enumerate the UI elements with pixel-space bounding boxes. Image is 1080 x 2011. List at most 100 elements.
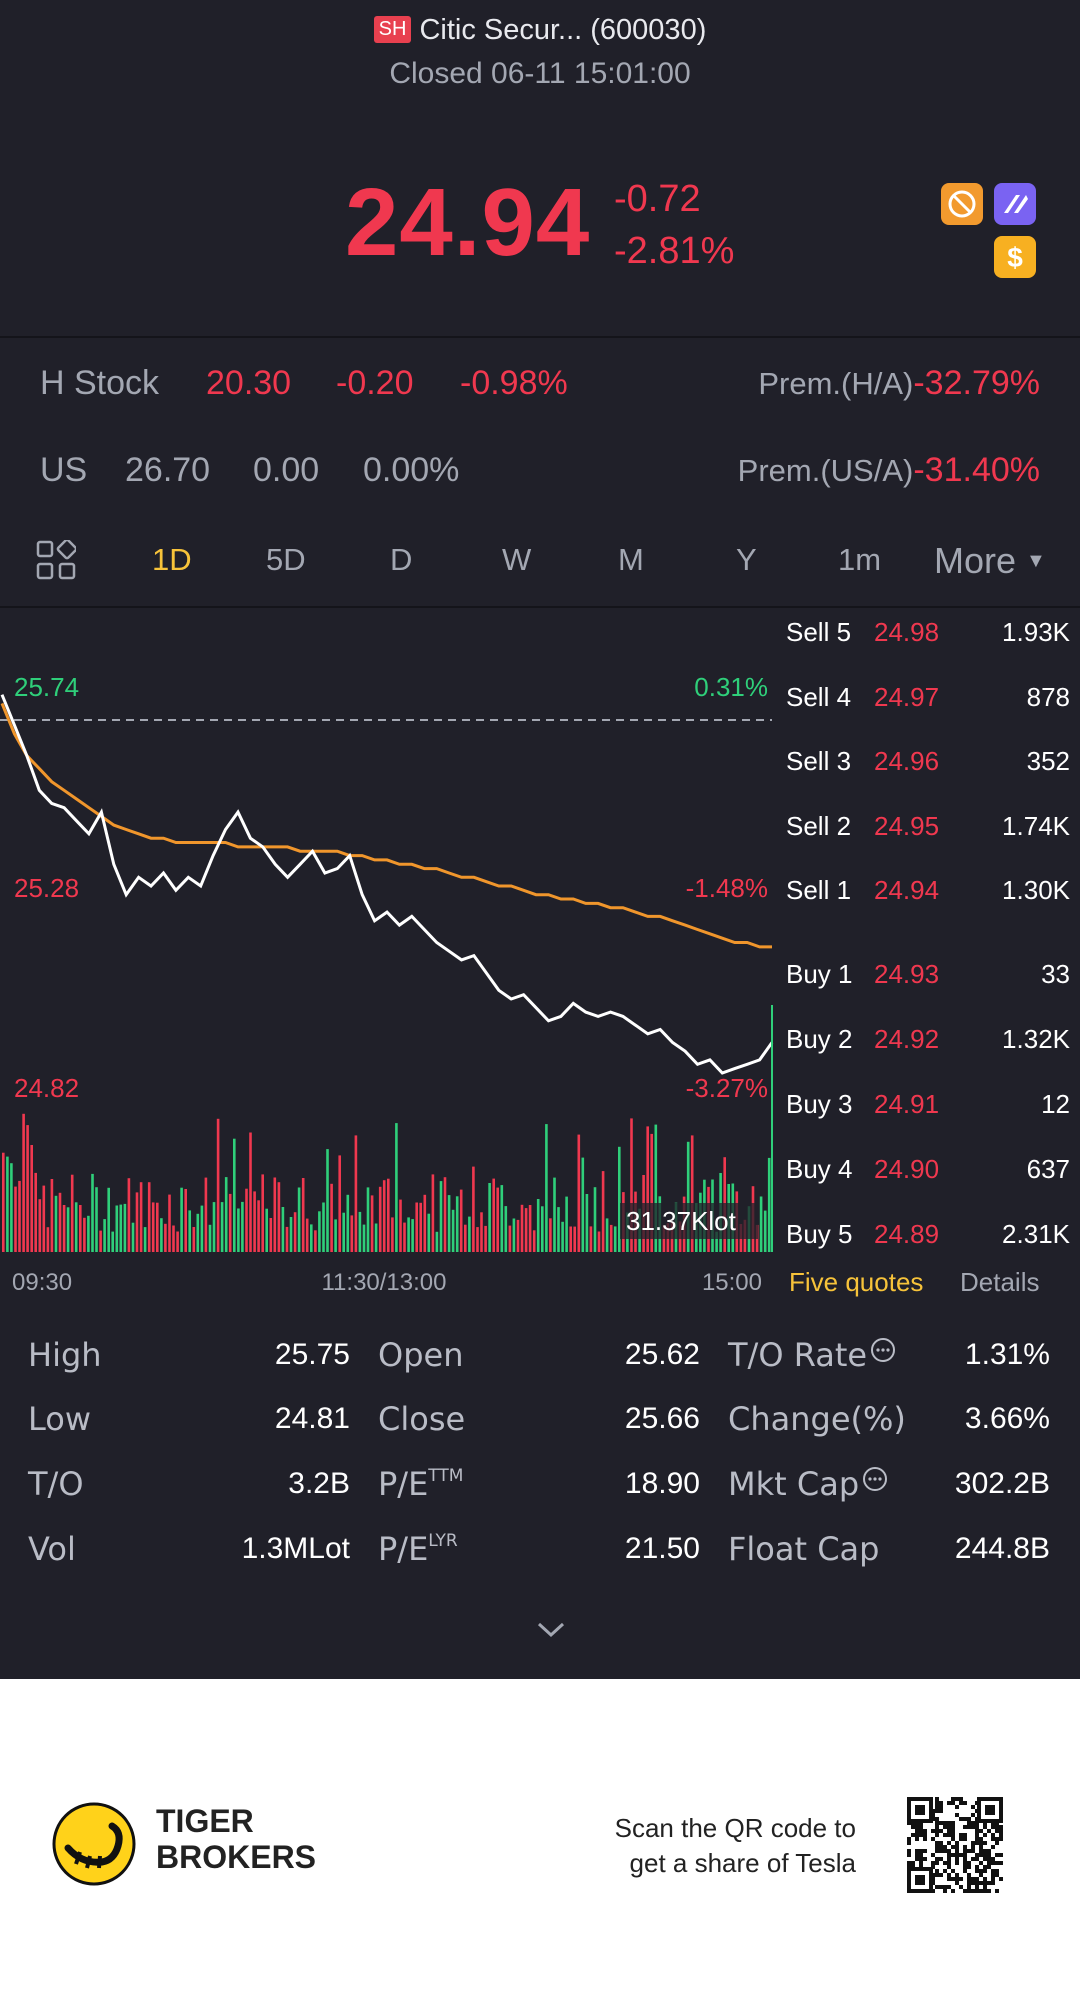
margin-icon[interactable] <box>994 183 1036 225</box>
qr-code[interactable] <box>906 1796 1004 1899</box>
volume-bar <box>464 1224 467 1252</box>
stat-value: 1.3MLot <box>241 1532 350 1565</box>
info-icon[interactable] <box>859 1465 889 1503</box>
volume-bar <box>516 1219 520 1252</box>
tab-more[interactable]: More ▼ <box>934 540 1046 582</box>
order-level-label: Buy 4 <box>786 1154 853 1184</box>
volume-bar <box>476 1227 479 1252</box>
order-level-price: 24.91 <box>874 1089 940 1119</box>
volume-bar <box>338 1155 341 1252</box>
pct-label-low: -3.27% <box>686 1073 768 1103</box>
volume-label: 31.37Klot <box>626 1206 737 1236</box>
volume-label-bg <box>620 1203 758 1239</box>
stat-value: 25.66 <box>624 1402 700 1435</box>
volume-bar <box>115 1205 119 1252</box>
no-short-icon[interactable] <box>941 183 983 225</box>
volume-bar <box>127 1178 131 1252</box>
volume-bar <box>135 1192 139 1252</box>
stat-label-text: P/E <box>378 1530 429 1568</box>
volume-bar <box>245 1188 248 1252</box>
tab-5d[interactable]: 5D <box>266 542 306 577</box>
volume-bar <box>74 1202 78 1252</box>
stat-label: Float Cap <box>728 1530 879 1568</box>
volume-bar <box>281 1207 285 1252</box>
volume-bar <box>330 1183 333 1252</box>
h-stock-label: H Stock <box>40 364 160 402</box>
volume-bar <box>54 1195 58 1252</box>
info-icon[interactable] <box>867 1336 897 1374</box>
us-change: 0.00 <box>253 451 320 489</box>
tab-1d[interactable]: 1D <box>152 542 192 577</box>
volume-bar <box>160 1218 163 1252</box>
volume-bar <box>79 1205 82 1252</box>
us-premium[interactable]: Prem.(US/A)-31.40% <box>738 451 1040 490</box>
tab-five-quotes[interactable]: Five quotes <box>789 1267 924 1297</box>
tab-d[interactable]: D <box>390 542 413 577</box>
tab-more-label: More <box>934 540 1017 581</box>
intraday-chart[interactable]: 25.74 25.28 24.82 0.31% -1.48% -3.27% 31… <box>0 610 780 1300</box>
volume-bar <box>382 1180 386 1252</box>
stat-label: High <box>28 1336 102 1374</box>
volume-bar <box>654 1124 658 1252</box>
tab-w[interactable]: W <box>502 542 532 577</box>
stat-label-text: Low <box>28 1400 92 1438</box>
stat-label[interactable]: T/O Rate <box>728 1336 897 1374</box>
chevron-down-icon[interactable] <box>536 1620 566 1645</box>
layout-grid-icon[interactable] <box>36 538 78 585</box>
volume-bar <box>297 1187 301 1252</box>
stat-label: Open <box>378 1336 463 1374</box>
volume-bar <box>196 1213 200 1252</box>
order-level-volume: 878 <box>1026 681 1070 712</box>
volume-bar <box>220 1202 224 1252</box>
x-label-midday: 11:30/13:00 <box>321 1269 446 1296</box>
volume-bar <box>123 1203 127 1252</box>
volume-bar <box>618 1146 621 1252</box>
volume-bar <box>427 1213 431 1252</box>
y-label-mid: 25.28 <box>14 873 79 903</box>
volume-bar <box>690 1135 694 1252</box>
volume-bar <box>759 1196 763 1252</box>
volume-bar <box>70 1174 74 1252</box>
volume-bar <box>228 1193 232 1252</box>
volume-bar <box>561 1221 564 1252</box>
volume-bar <box>107 1187 110 1252</box>
volume-bar <box>569 1226 572 1252</box>
stock-title: SH Citic Secur... (600030) <box>0 14 1080 47</box>
volume-bar <box>650 1133 653 1252</box>
dollar-icon[interactable]: $ <box>994 236 1036 278</box>
volume-bar <box>597 1231 601 1252</box>
volume-bar <box>536 1199 540 1252</box>
order-level-label: Buy 3 <box>786 1089 853 1119</box>
stat-label-text: Float Cap <box>728 1530 880 1568</box>
volume-bar <box>233 1138 236 1252</box>
volume-bar <box>42 1185 46 1252</box>
order-level-price: 24.92 <box>874 1024 940 1054</box>
volume-bar <box>119 1204 123 1252</box>
volume-bar <box>468 1216 471 1252</box>
pct-label-high: 0.31% <box>694 672 768 702</box>
order-level-label: Buy 1 <box>786 959 853 989</box>
volume-bar <box>172 1225 175 1252</box>
stat-label: P/ELYR <box>378 1530 458 1568</box>
volume-bar <box>630 1118 633 1252</box>
volume-bar <box>585 1194 589 1252</box>
order-level-label: Sell 3 <box>786 746 852 776</box>
tab-m[interactable]: M <box>618 542 644 577</box>
h-premium[interactable]: Prem.(H/A)-32.79% <box>758 364 1040 403</box>
volume-bar <box>6 1156 9 1252</box>
pct-label-mid: -1.48% <box>686 873 768 903</box>
volume-bar <box>200 1205 204 1252</box>
volume-bar <box>545 1124 548 1252</box>
volume-bar <box>504 1206 508 1252</box>
tab-y[interactable]: Y <box>736 542 757 577</box>
volume-bar <box>66 1207 70 1252</box>
x-label-open: 09:30 <box>12 1269 72 1296</box>
tab-details[interactable]: Details <box>960 1267 1040 1297</box>
volume-bar <box>301 1178 305 1252</box>
tab-1m[interactable]: 1m <box>838 542 882 577</box>
volume-bar <box>524 1208 528 1252</box>
volume-bar <box>91 1173 94 1252</box>
volume-bar <box>362 1224 366 1252</box>
volume-bar <box>573 1226 576 1252</box>
stat-label[interactable]: Mkt Cap <box>728 1465 889 1503</box>
